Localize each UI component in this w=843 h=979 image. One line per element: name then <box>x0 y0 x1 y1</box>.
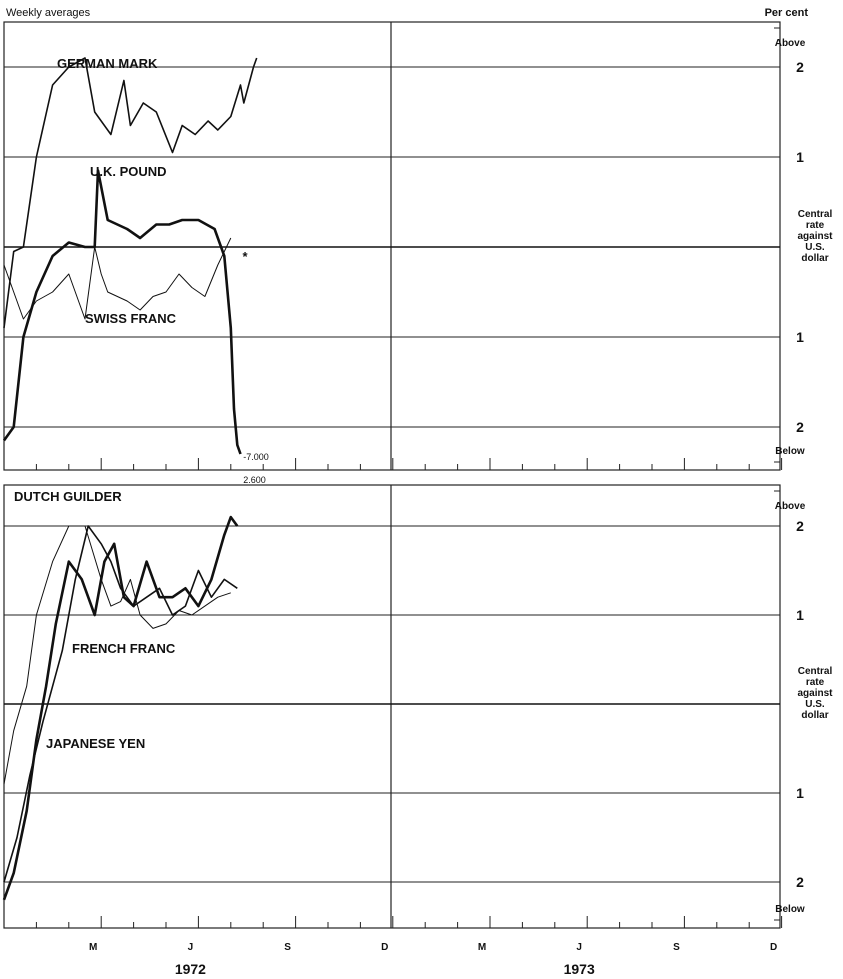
x-tick-label: M <box>89 942 97 953</box>
central-rate-label: U.S. <box>805 699 825 710</box>
central-rate-label: Central <box>798 209 833 220</box>
series-label: FRENCH FRANC <box>72 641 176 656</box>
panel-frame <box>3 21 781 471</box>
x-tick-label: D <box>770 942 777 953</box>
series-label: U.K. POUND <box>90 164 167 179</box>
below-label: Below <box>775 446 805 457</box>
x-tick-label: M <box>478 942 486 953</box>
series-line-japanese-yen <box>2 515 239 901</box>
year-label: 1973 <box>564 961 595 977</box>
y-tick-label: 1 <box>796 785 804 801</box>
series-label: DUTCH GUILDER <box>14 489 122 504</box>
x-tick-label: S <box>673 942 680 953</box>
central-rate-label: against <box>797 231 833 242</box>
header-per-cent: Per cent <box>765 7 809 19</box>
y-tick-label: 2 <box>796 59 804 75</box>
year-label: 1972 <box>175 961 206 977</box>
central-rate-label: dollar <box>801 253 828 264</box>
series-line-u-k-pound <box>2 169 242 455</box>
offscale-annotation: -7.000 <box>243 452 269 462</box>
chart-panels: 2112AboveBelowCentralrateagainstU.S.doll… <box>2 21 833 977</box>
series-label: SWISS FRANC <box>85 311 177 326</box>
central-rate-label: rate <box>806 677 825 688</box>
central-rate-label: rate <box>806 220 825 231</box>
central-rate-label: U.S. <box>805 242 825 253</box>
y-tick-label: 1 <box>796 607 804 623</box>
central-rate-label: dollar <box>801 710 828 721</box>
x-tick-label: S <box>284 942 291 953</box>
central-rate-label: Central <box>798 666 833 677</box>
y-tick-label: 2 <box>796 518 804 534</box>
y-tick-label: 1 <box>796 149 804 165</box>
asterisk-marker: * <box>243 249 249 264</box>
series-label: GERMAN MARK <box>57 56 158 71</box>
series-line-french-franc <box>3 525 231 785</box>
central-rate-label: against <box>797 688 833 699</box>
series-line-dutch-guilder <box>3 525 238 883</box>
header-weekly-averages: Weekly averages <box>6 7 91 19</box>
offscale-annotation: 2.600 <box>243 475 266 485</box>
y-tick-label: 1 <box>796 329 804 345</box>
x-tick-label: J <box>576 942 582 953</box>
x-tick-label: D <box>381 942 388 953</box>
x-tick-label: J <box>188 942 194 953</box>
series-label: JAPANESE YEN <box>46 736 145 751</box>
above-label: Above <box>775 38 806 49</box>
series-line-swiss-franc <box>3 237 232 320</box>
y-tick-label: 2 <box>796 419 804 435</box>
panel-frame <box>3 484 781 929</box>
series-line-german-mark <box>3 57 258 329</box>
below-label: Below <box>775 904 805 915</box>
y-tick-label: 2 <box>796 874 804 890</box>
above-label: Above <box>775 501 806 512</box>
